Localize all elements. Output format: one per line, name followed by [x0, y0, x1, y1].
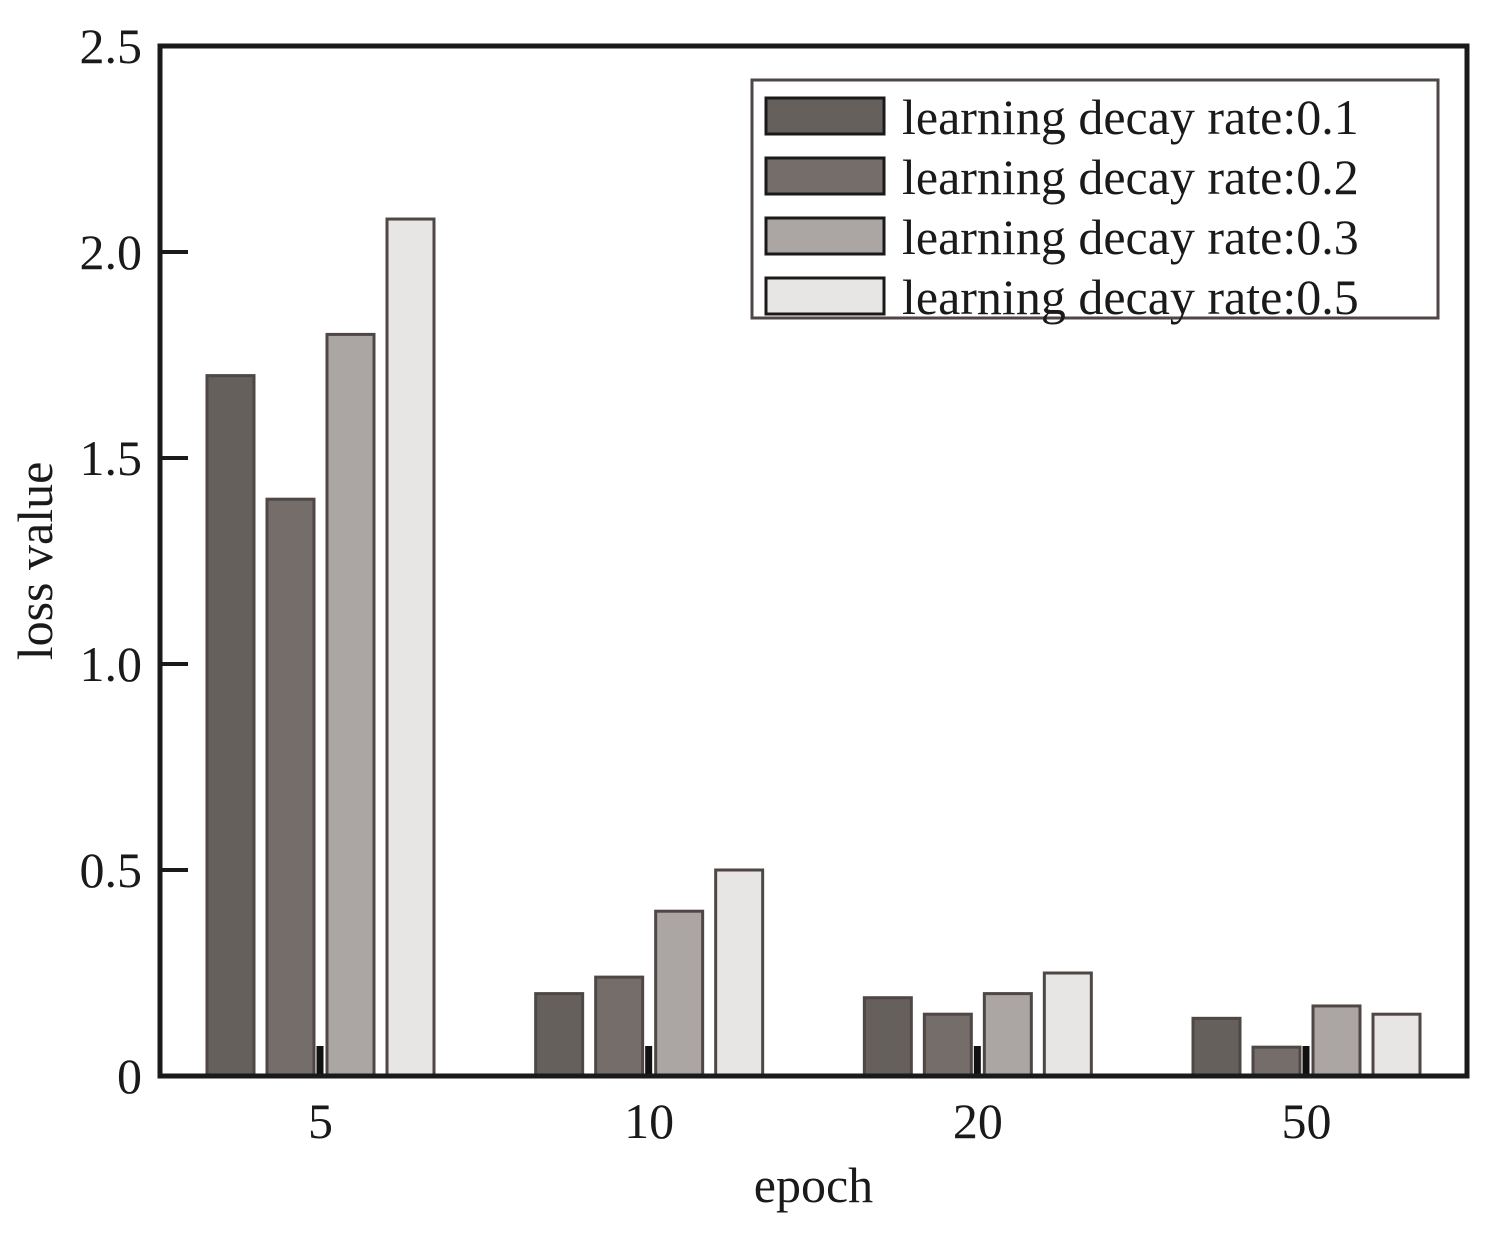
legend-entry-label: learning decay rate:0.1	[902, 89, 1359, 145]
x-tick-label: 10	[624, 1093, 674, 1149]
legend-entry-label: learning decay rate:0.5	[902, 269, 1359, 325]
y-tick-label: 1.0	[80, 636, 143, 692]
y-tick-label: 2.0	[80, 224, 143, 280]
bar	[654, 909, 705, 1078]
x-ticks-group: 5 10 20 50	[308, 1046, 1332, 1149]
bars-group	[205, 217, 1422, 1078]
y-tick-label: 0.5	[80, 842, 143, 898]
x-tick-mark	[316, 1046, 324, 1076]
x-tick-mark	[645, 1046, 653, 1076]
legend-swatch	[764, 276, 886, 316]
x-tick-mark	[973, 1046, 981, 1076]
bar	[534, 992, 585, 1078]
legend-entry-label: learning decay rate:0.2	[902, 149, 1359, 205]
x-tick-label: 50	[1282, 1093, 1332, 1149]
bar	[1311, 1004, 1362, 1078]
x-tick-label: 20	[953, 1093, 1003, 1149]
legend-entry-label: learning decay rate:0.3	[902, 209, 1359, 265]
x-axis-title: epoch	[754, 1157, 873, 1213]
legend-swatch	[764, 216, 886, 256]
x-tick-label: 5	[308, 1093, 333, 1149]
y-tick-label: 2.5	[80, 18, 143, 74]
y-tick-label: 1.5	[80, 430, 143, 486]
y-tick-label: 0	[117, 1048, 142, 1104]
bar	[1191, 1016, 1242, 1078]
bar	[1251, 1045, 1302, 1078]
bar	[594, 975, 645, 1078]
x-tick-mark	[1302, 1046, 1310, 1076]
bar	[714, 868, 765, 1078]
bar	[385, 217, 436, 1078]
legend-swatch	[764, 156, 886, 196]
legend-swatch	[764, 96, 886, 136]
y-axis-title: loss value	[7, 462, 63, 661]
bar	[265, 497, 316, 1078]
y-ticks-group: 0 0.5 1.0 1.5 2.0 2.5	[80, 18, 188, 1104]
bar	[205, 374, 256, 1078]
bar	[325, 332, 376, 1078]
bar	[922, 1012, 973, 1078]
bar	[1042, 971, 1093, 1078]
plot-frame	[157, 43, 1470, 1079]
bar	[1371, 1012, 1422, 1078]
bar	[982, 992, 1033, 1078]
bar	[862, 996, 913, 1078]
